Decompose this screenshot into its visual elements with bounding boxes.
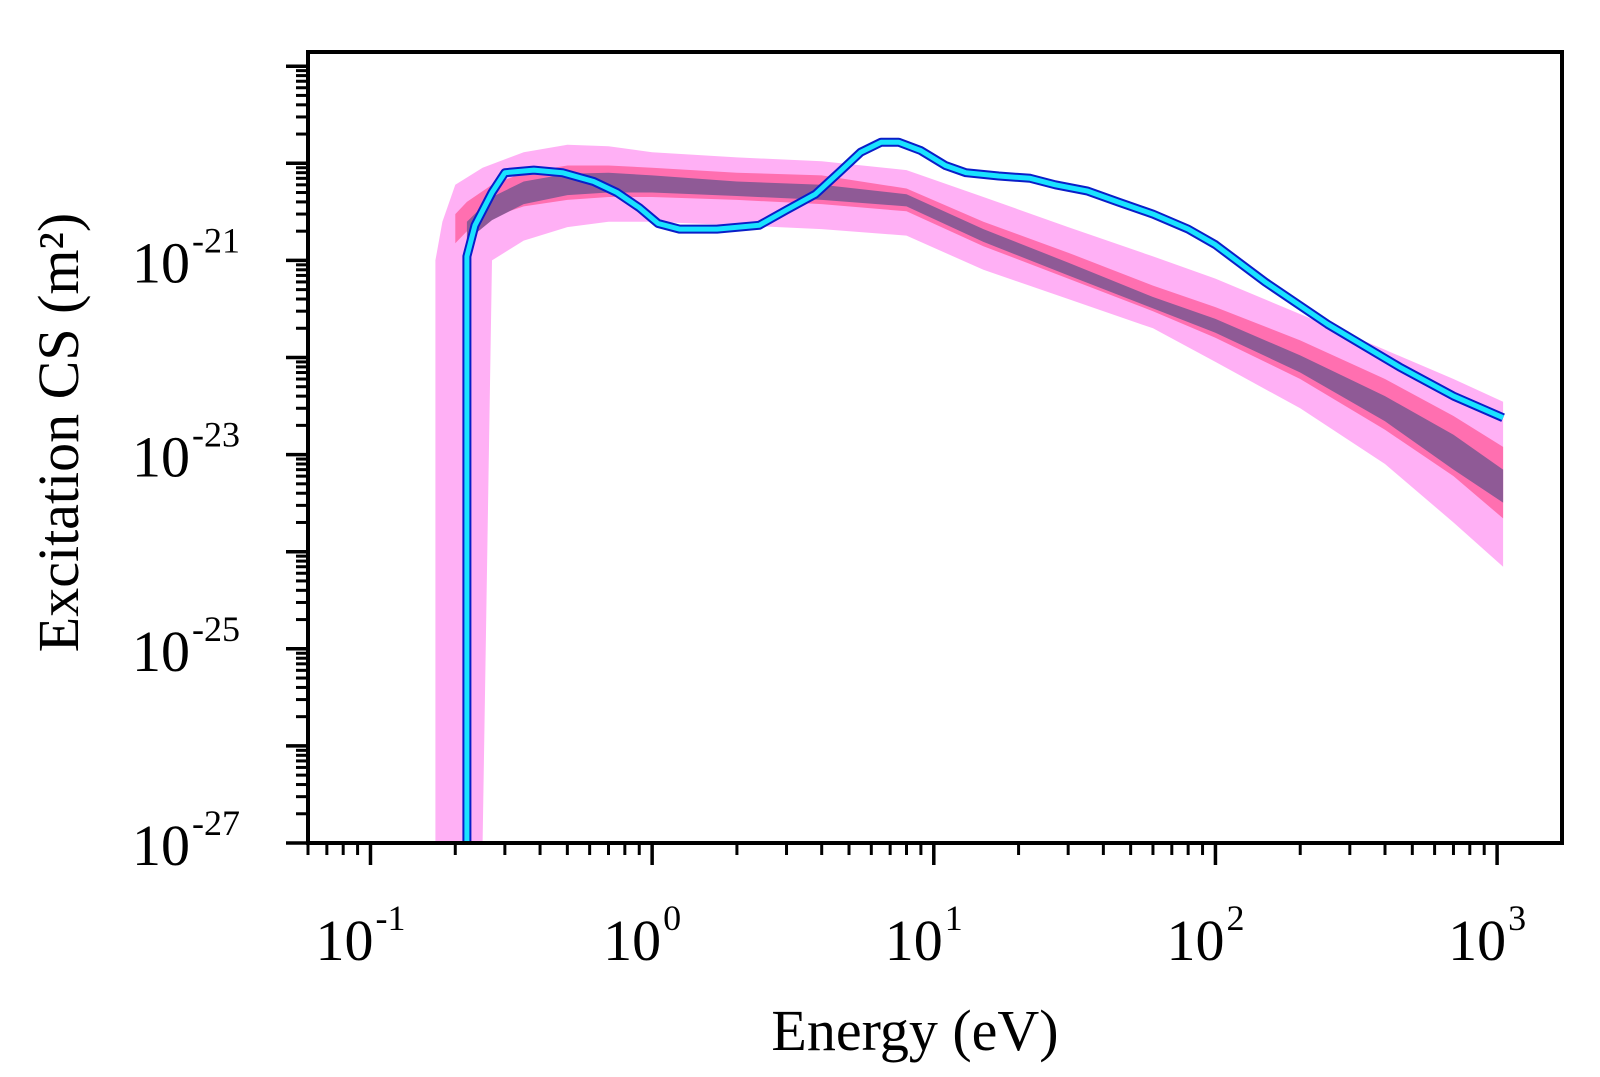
y-axis: 10-21 10-23 10-25 10-27 bbox=[132, 64, 308, 878]
x-axis-title: Energy (eV) bbox=[771, 998, 1058, 1063]
y-tick-label: 10-23 bbox=[132, 415, 240, 490]
y-tick-label: 10-27 bbox=[132, 803, 240, 878]
y-tick-label: 10-25 bbox=[132, 609, 240, 684]
y-axis-title: Excitation CS (m²) bbox=[26, 213, 91, 652]
band-median-band bbox=[466, 172, 1504, 503]
band-outer-band bbox=[435, 144, 1504, 843]
x-tick-label: 101 bbox=[885, 898, 963, 973]
bands-layer bbox=[435, 144, 1504, 843]
x-tick-label: 102 bbox=[1166, 898, 1244, 973]
x-axis: 10-1 100 101 102 103 bbox=[306, 843, 1526, 973]
x-tick-label: 100 bbox=[603, 898, 681, 973]
x-tick-label: 10-1 bbox=[315, 898, 405, 973]
x-tick-label: 103 bbox=[1448, 898, 1526, 973]
series-line-reference-line bbox=[464, 139, 1505, 843]
y-tick-label: 10-21 bbox=[132, 220, 240, 295]
lines-layer bbox=[462, 137, 1505, 843]
